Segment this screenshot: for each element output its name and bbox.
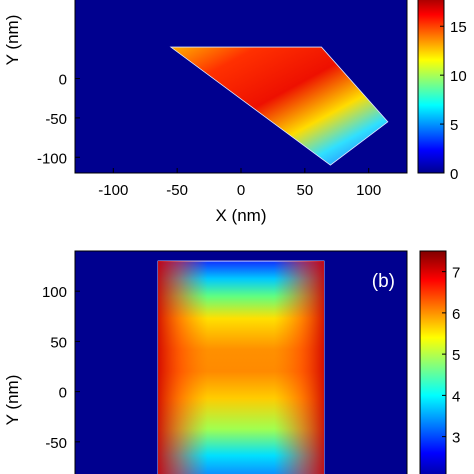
colorbar-tick-label: 2 — [452, 471, 460, 474]
y-tick-label: 0 — [59, 72, 67, 89]
x-tick-label: 50 — [297, 182, 314, 199]
x-tick-label: -50 — [166, 182, 188, 199]
x-tick-label: 0 — [237, 182, 245, 199]
y-tick-label: -50 — [45, 435, 67, 452]
colorbar-tick-label: 5 — [450, 117, 458, 134]
colorbar — [417, 0, 445, 174]
colorbar-tick-label: 7 — [452, 265, 460, 282]
colorbar — [419, 250, 447, 474]
y-tick-label: -100 — [37, 150, 67, 167]
x-axis-label: X (nm) — [216, 206, 267, 225]
colorbar-tick-label: 10 — [450, 68, 467, 85]
x-tick-label: 100 — [356, 182, 381, 199]
panel-1: 0 -50 -100 -100 -50 0 50 100 X (nm) Y (nm) 0 5 10 15 — [3, 0, 467, 225]
panel-2: 100 50 0 -50 Y (nm) (b) 2 3 4 5 6 7 — [3, 250, 460, 474]
field-shape-overlay — [158, 261, 324, 474]
colorbar-tick-label: 15 — [450, 19, 467, 36]
panel-label: (b) — [372, 271, 395, 292]
field-shape — [169, 46, 389, 166]
colorbar-tick-label: 5 — [452, 347, 460, 364]
colorbar-tick-label: 3 — [452, 430, 460, 447]
y-axis-label: Y (nm) — [3, 15, 22, 66]
x-tick-label: -100 — [98, 182, 128, 199]
y-tick-label: 50 — [50, 334, 67, 351]
colorbar-tick-label: 0 — [450, 166, 458, 183]
y-axis-label: Y (nm) — [3, 375, 22, 426]
colorbar-tick-label: 6 — [452, 306, 460, 323]
colorbar-tick-label: 4 — [452, 388, 460, 405]
y-tick-label: -50 — [45, 111, 67, 128]
axes-frame — [74, 250, 408, 474]
y-tick-label: 100 — [42, 284, 67, 301]
y-tick-label: 0 — [59, 385, 67, 402]
